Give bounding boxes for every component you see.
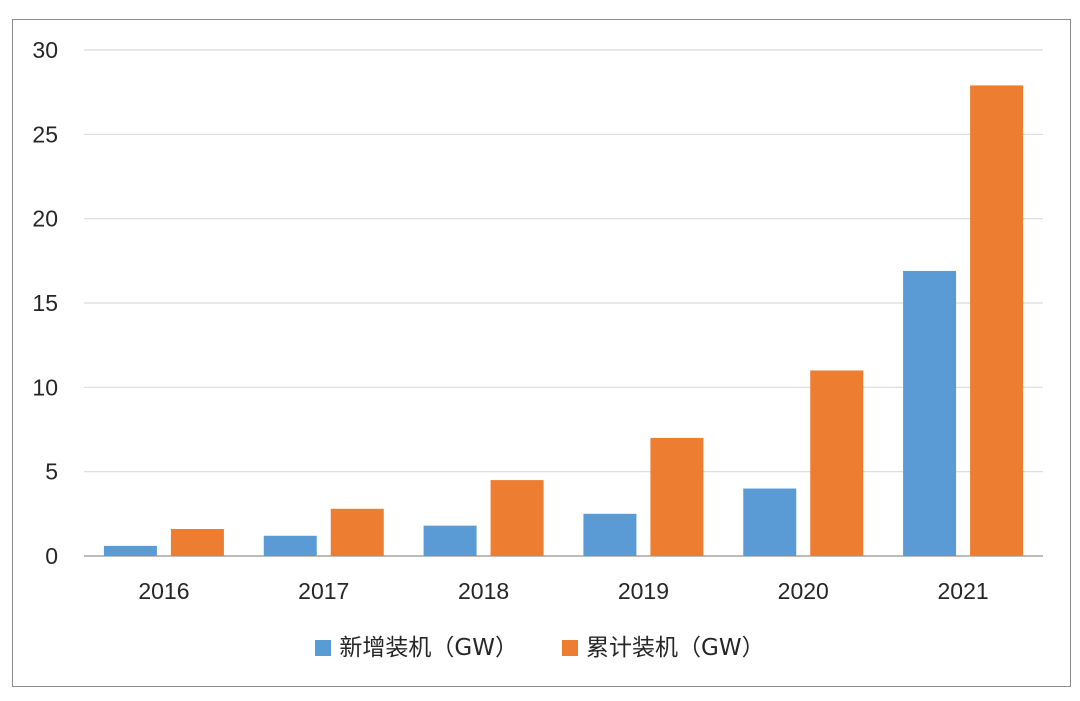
legend-swatch-series-1 bbox=[562, 640, 578, 656]
bar-series-0-2019 bbox=[583, 513, 637, 556]
bar-series-0-2017 bbox=[263, 535, 317, 556]
y-tick-label: 25 bbox=[32, 121, 58, 147]
legend: 新增装机（GW） 累计装机（GW） bbox=[0, 630, 1080, 666]
legend-item-series-1: 累计装机（GW） bbox=[562, 630, 765, 666]
bar-series-0-2020 bbox=[743, 488, 797, 556]
bar-series-1-2016 bbox=[170, 529, 224, 556]
gridlines bbox=[84, 49, 1043, 557]
bar-series-0-2021 bbox=[903, 270, 957, 556]
bar-series-1-2017 bbox=[330, 508, 384, 556]
bar-series-0-2016 bbox=[103, 545, 157, 556]
y-tick-label: 0 bbox=[45, 543, 58, 569]
x-tick-label: 2019 bbox=[618, 578, 669, 604]
legend-item-series-0: 新增装机（GW） bbox=[315, 630, 518, 666]
x-tick-label: 2021 bbox=[937, 578, 988, 604]
legend-swatch-series-0 bbox=[315, 640, 332, 656]
x-axis-tick-labels: 2016 2017 2018 2019 2020 2021 bbox=[138, 578, 988, 604]
x-tick-label: 2020 bbox=[778, 578, 829, 604]
y-tick-label: 20 bbox=[32, 206, 58, 232]
bar-series-1-2019 bbox=[650, 437, 704, 556]
legend-label-series-1: 累计装机（GW） bbox=[586, 635, 765, 661]
y-tick-label: 15 bbox=[32, 290, 58, 316]
x-tick-label: 2016 bbox=[138, 578, 189, 604]
y-tick-label: 30 bbox=[32, 37, 58, 63]
y-tick-label: 10 bbox=[32, 374, 58, 400]
y-axis-tick-labels: 0 5 10 15 20 25 30 bbox=[32, 37, 58, 569]
bar-series-1-2018 bbox=[490, 480, 544, 556]
bar-series-1-2020 bbox=[810, 370, 864, 556]
bar-series-0-2018 bbox=[423, 525, 477, 556]
y-tick-label: 5 bbox=[45, 459, 58, 485]
bars bbox=[103, 85, 1024, 557]
legend-label-series-0: 新增装机（GW） bbox=[339, 635, 518, 661]
chart-frame bbox=[12, 19, 1071, 687]
x-tick-label: 2017 bbox=[298, 578, 349, 604]
bar-series-1-2021 bbox=[970, 85, 1024, 557]
x-tick-label: 2018 bbox=[458, 578, 509, 604]
